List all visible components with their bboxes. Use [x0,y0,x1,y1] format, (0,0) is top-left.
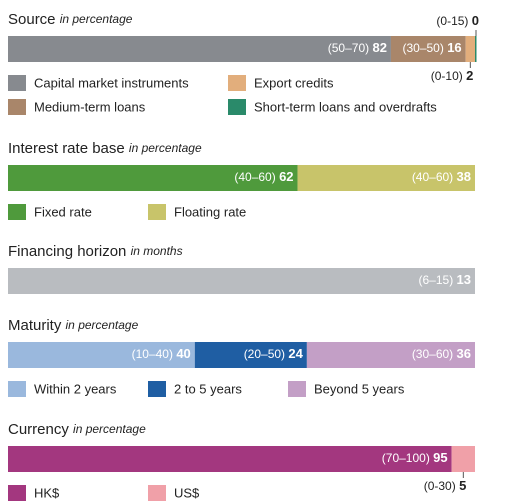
title: Financing horizon [8,243,126,260]
range-label: (50–70) [328,41,369,55]
value-label: (6–15) 13 [419,272,472,287]
value: 38 [457,169,471,184]
value: 40 [176,346,190,361]
title: Interest rate base [8,140,125,157]
bar-segment [194,342,307,368]
bar-segment [8,36,391,62]
legend-label: Medium-term loans [34,99,146,114]
range-label: (0-15) [436,14,468,28]
bar-segment [297,165,475,191]
value: 24 [288,346,303,361]
bar-segment [475,36,477,62]
legend-label: Fixed rate [34,204,92,219]
chart-title: Currency in percentage [8,421,146,438]
bar-segment [8,268,475,294]
range-label: (10–40) [132,347,173,361]
range-label: (70–100) [382,451,430,465]
value-label: (0-30) 5 [424,478,467,493]
value: 5 [459,478,466,493]
chart-title: Financing horizon in months [8,243,183,260]
range-label: (6–15) [419,273,454,287]
bar-segment [390,36,466,62]
legend-swatch [148,485,166,501]
legend-swatch [8,381,26,397]
value: 82 [372,40,386,55]
value: 36 [457,346,471,361]
title: Maturity [8,317,62,334]
legend-label: Beyond 5 years [314,381,405,396]
value-label: (0-15) 0 [436,13,479,28]
legend-swatch [8,204,26,220]
subtitle: in percentage [73,422,146,436]
legend-label: Capital market instruments [34,75,189,90]
value-label: (70–100) 95 [382,450,448,465]
value: 62 [279,169,293,184]
bar-segment [451,446,475,472]
bar-segment [465,36,475,62]
legend-swatch [148,381,166,397]
legend-swatch [148,204,166,220]
value-label: (30–50) 16 [402,40,461,55]
legend-label: Short-term loans and overdrafts [254,99,437,114]
value-label: (0-10) 2 [431,68,474,83]
range-label: (30–50) [402,41,443,55]
legend-swatch [228,99,246,115]
range-label: (40–60) [234,170,275,184]
value-label: (20–50) 24 [244,346,304,361]
legend-swatch [8,99,26,115]
value: 2 [466,68,473,83]
legend-label: Export credits [254,75,334,90]
range-label: (0-10) [431,69,463,83]
value-label: (30–60) 36 [412,346,471,361]
chart-title: Maturity in percentage [8,317,139,334]
legend-label: Within 2 years [34,381,117,396]
range-label: (20–50) [244,347,285,361]
legend-label: US$ [174,485,200,500]
value-label: (10–40) 40 [132,346,191,361]
bar-segment [8,446,452,472]
subtitle: in percentage [129,141,202,155]
subtitle: in percentage [60,12,133,26]
bar-segment [306,342,475,368]
bar-segment [8,165,298,191]
legend-label: Floating rate [174,204,246,219]
title: Source [8,11,56,28]
chart-title: Source in percentage [8,11,133,28]
subtitle: in months [131,244,183,258]
value: 95 [433,450,447,465]
legend-label: HK$ [34,485,60,500]
value-label: (40–60) 62 [234,169,293,184]
bar-segment [8,342,195,368]
legend-swatch [8,485,26,501]
value-label: (50–70) 82 [328,40,387,55]
legend-swatch [8,75,26,91]
legend-swatch [288,381,306,397]
title: Currency [8,421,69,438]
range-label: (30–60) [412,347,453,361]
value-label: (40–60) 38 [412,169,471,184]
legend-swatch [228,75,246,91]
range-label: (0-30) [424,479,456,493]
value: 0 [472,13,479,28]
value: 13 [457,272,471,287]
chart-title: Interest rate base in percentage [8,140,202,157]
range-label: (40–60) [412,170,453,184]
value: 16 [447,40,461,55]
subtitle: in percentage [66,318,139,332]
legend-label: 2 to 5 years [174,381,242,396]
